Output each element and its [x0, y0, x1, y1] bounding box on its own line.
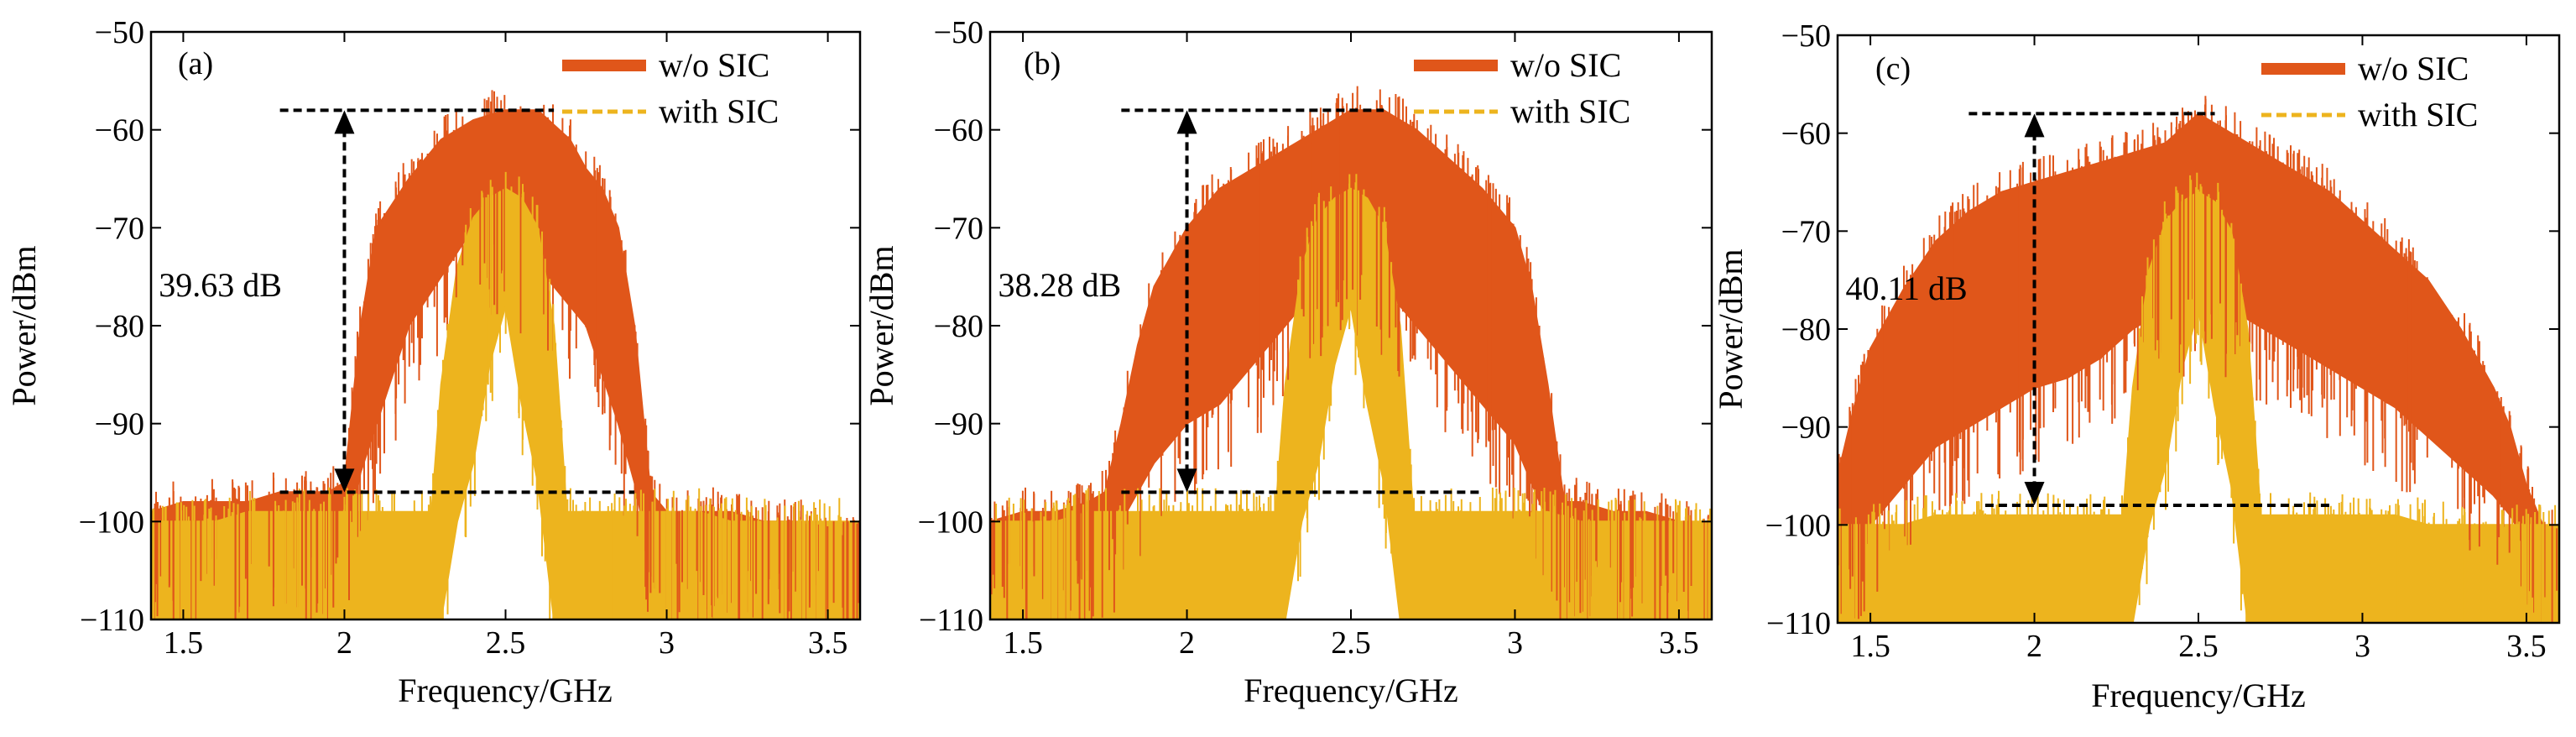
series-noise-with-sic — [151, 171, 842, 619]
noise-layer — [990, 86, 1712, 619]
delta-arrow-head-bottom — [2024, 482, 2045, 505]
x-tick-label: 2 — [1179, 625, 1195, 661]
tick-layer: 1.5 2 2.5 3 3.5 −50 −60 −70 −80 −90 −100 −110 — [918, 15, 1712, 661]
y-tick-label: −70 — [934, 211, 983, 246]
y-axis-label: Power/dBm — [5, 245, 43, 405]
x-axis-label: Frequency/GHz — [2091, 677, 2305, 714]
y-tick-label: −50 — [95, 15, 144, 50]
x-tick-label: 2 — [2026, 629, 2042, 664]
series-noise-with-sic — [995, 174, 1712, 619]
x-tick-label: 3.5 — [808, 625, 848, 661]
legend-label-w-o-sic: w/o SIC — [659, 46, 769, 84]
delta-arrow-head-bottom — [1176, 468, 1197, 493]
tick-layer: 1.5 2 2.5 3 3.5 −50 −60 −70 −80 −90 −100 −110 — [79, 15, 860, 661]
legend: w/o SIC with SIC — [2261, 50, 2478, 133]
y-tick-label: −90 — [95, 407, 144, 442]
legend: w/o SIC with SIC — [562, 46, 779, 130]
panel-a: 1.5 2 2.5 3 3.5 −50 −60 −70 −80 −90 −100 −110 (a) P… — [5, 15, 862, 709]
legend: w/o SIC with SIC — [1414, 46, 1630, 130]
y-tick-label: −70 — [95, 211, 144, 246]
legend-label-with-sic: with SIC — [2358, 96, 2478, 133]
y-tick-label: −80 — [934, 309, 983, 344]
y-tick-label: −110 — [80, 603, 144, 638]
y-tick-label: −50 — [934, 15, 983, 50]
legend-label-with-sic: with SIC — [659, 92, 779, 130]
y-tick-label: −80 — [95, 309, 144, 344]
y-tick-label: −60 — [95, 113, 144, 149]
x-tick-label: 2.5 — [2178, 629, 2219, 664]
x-axis-label: Frequency/GHz — [1244, 672, 1457, 709]
noise-layer — [1838, 96, 2558, 623]
noise-layer — [151, 90, 860, 619]
y-tick-label: −110 — [919, 603, 983, 638]
y-tick-label: −50 — [1781, 18, 1831, 54]
delta-label: 40.11 dB — [1846, 269, 1968, 307]
y-tick-label: −90 — [1781, 410, 1831, 446]
x-axis-label: Frequency/GHz — [398, 672, 612, 709]
delta-arrow-head-bottom — [334, 468, 355, 493]
y-tick-label: −110 — [1766, 606, 1831, 641]
delta-arrow-head-top — [1176, 110, 1197, 134]
x-tick-label: 2 — [336, 625, 352, 661]
panel-label: (a) — [178, 46, 213, 81]
panel-label: (c) — [1875, 51, 1911, 86]
x-tick-label: 3 — [659, 625, 675, 661]
annotation-layer — [1121, 108, 1483, 494]
y-tick-label: −80 — [1781, 312, 1831, 348]
annotation-layer — [279, 108, 635, 494]
x-tick-label: 3.5 — [1659, 625, 1699, 661]
x-tick-label: 1.5 — [1850, 629, 1890, 664]
panel-label: (b) — [1024, 46, 1061, 81]
x-tick-label: 1.5 — [1003, 625, 1043, 661]
y-tick-label: −100 — [79, 504, 144, 540]
y-tick-label: −100 — [1765, 508, 1831, 543]
delta-arrow-head-top — [334, 110, 355, 134]
panel-b: 1.5 2 2.5 3 3.5 −50 −60 −70 −80 −90 −100 −110 (b) P… — [863, 15, 1713, 709]
delta-label: 39.63 dB — [159, 266, 282, 304]
series-noise-w-o-sic — [1838, 96, 2558, 623]
y-tick-label: −100 — [918, 504, 983, 540]
x-tick-label: 2.5 — [1331, 625, 1371, 661]
y-tick-label: −60 — [1781, 117, 1831, 152]
delta-arrow-head-top — [2024, 113, 2045, 138]
y-tick-label: −90 — [934, 407, 983, 442]
annotation-layer — [1969, 112, 2330, 507]
x-tick-label: 2.5 — [486, 625, 526, 661]
tick-layer: 1.5 2 2.5 3 3.5 −50 −60 −70 −80 −90 −100 −110 — [1765, 18, 2559, 664]
y-tick-label: −70 — [1781, 214, 1831, 249]
legend-label-w-o-sic: w/o SIC — [2358, 50, 2469, 87]
x-tick-label: 1.5 — [164, 625, 204, 661]
y-axis-label: Power/dBm — [863, 245, 900, 405]
legend-label-with-sic: with SIC — [1510, 92, 1630, 130]
x-tick-label: 3 — [2354, 629, 2370, 664]
y-axis-label: Power/dBm — [1712, 248, 1749, 409]
y-tick-label: −60 — [934, 113, 983, 149]
legend-label-w-o-sic: w/o SIC — [1510, 46, 1621, 84]
x-tick-label: 3 — [1507, 625, 1523, 661]
delta-label: 38.28 dB — [999, 266, 1122, 304]
panel-c: 1.5 2 2.5 3 3.5 −50 −60 −70 −80 −90 −100 −110 (c) P… — [1712, 18, 2561, 714]
series-noise-with-sic — [1838, 172, 2557, 623]
x-tick-label: 3.5 — [2506, 629, 2547, 664]
